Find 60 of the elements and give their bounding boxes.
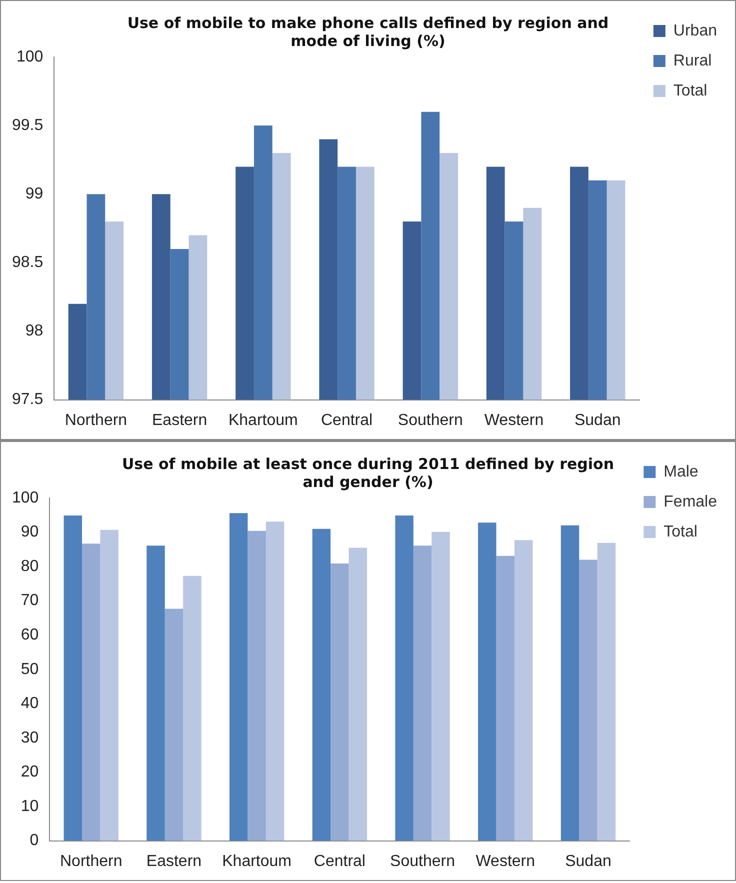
y-tick-label: 10 [20,798,39,815]
x-tick-label: Eastern [152,412,208,429]
y-tick-label: 100 [16,48,44,66]
bar [183,576,202,841]
y-tick-label: 97.5 [12,391,44,408]
bar [579,560,598,841]
x-tick-label: Southern [390,852,455,870]
y-tick-label: 30 [20,729,39,746]
y-tick-label: 0 [30,832,39,850]
chart-title: Use of mobile to make phone calls defined by region and mode of living (%) [127,14,609,50]
x-tick-label: Western [484,412,544,429]
bar [560,525,580,841]
x-tick-label: Northern [60,852,122,870]
bar [82,544,100,841]
y-tick-label: 80 [20,558,39,575]
legend-label: Total [664,523,698,540]
legend-label: Male [664,463,698,480]
bar [164,608,184,841]
x-tick-label: Khartoum [222,852,292,870]
bar [496,556,514,841]
y-tick-label: 99 [25,186,44,203]
bar [146,546,165,841]
bar [432,532,450,841]
legend-label: Total [673,82,708,100]
x-tick-label: Northern [64,412,128,429]
legend-label: Rural [673,52,712,70]
y-tick-label: 99.5 [12,116,44,134]
y-tick-label: 90 [20,524,39,541]
x-tick-label: Western [476,852,536,870]
bar [100,530,118,841]
x-tick-label: Sudan [574,412,621,429]
y-tick-label: 60 [20,626,39,644]
legend-label: Female [664,493,718,510]
bar [395,515,414,841]
bar [413,546,432,841]
bar [229,513,248,841]
y-tick-label: 40 [20,695,39,712]
x-tick-label: Southern [398,412,463,429]
bar [478,522,496,841]
y-tick-label: 50 [20,660,39,678]
x-tick-label: Sudan [565,852,612,870]
y-tick-label: 98.5 [12,254,44,272]
bar [248,530,266,841]
x-tick-label: Central [320,412,373,429]
bar [597,542,616,841]
chart-title: Use of mobile at least once during 2011 defined by region and gender (%) [122,454,614,491]
bar [348,548,368,841]
bar [330,563,349,841]
x-tick-label: Central [314,852,366,870]
legend-label: Urban [673,22,717,40]
bar [514,540,533,841]
x-tick-label: Eastern [146,852,202,870]
bar [64,515,82,841]
y-tick-label: 70 [20,592,39,610]
y-tick-label: 100 [12,489,39,506]
y-tick-label: 20 [20,764,39,781]
bar [266,522,284,841]
y-tick-label: 98 [25,322,44,340]
bar [312,528,331,841]
x-tick-label: Khartoum [228,412,298,429]
